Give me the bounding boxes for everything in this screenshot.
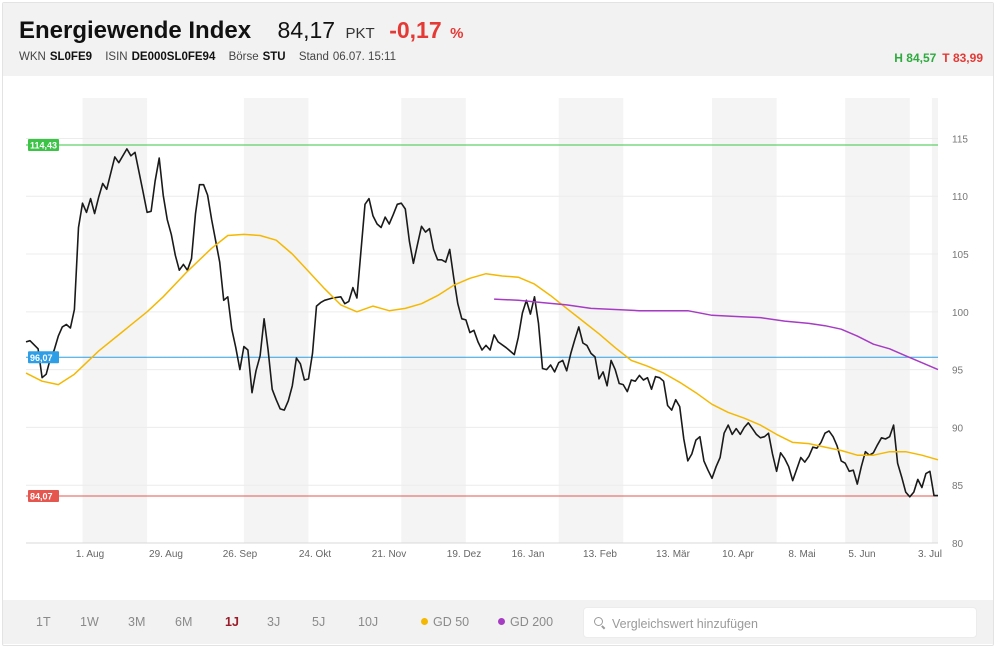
reference-label-box (28, 489, 59, 502)
isin-label: ISIN (105, 51, 128, 63)
range-button-1j[interactable]: 1J (225, 615, 239, 629)
y-axis-ticks: 80 85 90 95 100 105 110 115 (952, 134, 969, 550)
y-tick-label: 115 (952, 134, 968, 145)
reference-label-text: 96,07 (30, 353, 53, 363)
exchange-value: STU (262, 51, 286, 63)
day-high: H 84,57 (894, 51, 937, 65)
series-line-kurs (25, 148, 938, 498)
range-button-3j[interactable]: 3J (267, 615, 281, 629)
x-tick-label: 5. Jun (848, 549, 875, 560)
isin-value: DE000SL0FE94 (131, 51, 216, 63)
y-tick-label: 110 (952, 192, 968, 203)
x-tick-label: 24. Okt (299, 549, 331, 560)
y-tick-label: 80 (952, 539, 964, 550)
day-low: T 83,99 (942, 51, 983, 65)
legend-label: GD 200 (510, 615, 554, 629)
x-tick-label: 13. Mär (656, 549, 691, 560)
grid-lines (26, 137, 938, 544)
wkn-value: SL0FE9 (49, 51, 93, 63)
x-axis-ticks: 1. Aug 29. Aug 26. Sep 24. Okt 21. Nov 19. De… (76, 549, 942, 560)
reference-lines (26, 144, 938, 497)
y-tick-label: 100 (952, 308, 969, 319)
reference-labels: 114,43 96,07 84,07 (28, 139, 59, 502)
reference-label-text: 84,07 (30, 491, 53, 501)
header: Energiewende Index 84,17 PKT -0,17 % WKN… (3, 3, 993, 76)
x-tick-label: 1. Aug (76, 549, 104, 560)
x-tick-label: 13. Feb (583, 549, 617, 560)
reference-label: 96,07 (28, 351, 59, 364)
legend-item-gd-50[interactable]: GD 50 (421, 615, 469, 629)
range-button-5j[interactable]: 5J (312, 615, 326, 629)
x-tick-label: 10. Apr (722, 549, 754, 560)
exchange-label: Börse (228, 51, 259, 63)
reference-label: 84,07 (28, 489, 59, 502)
price-value: 84,17 (277, 17, 336, 43)
compare-search-input[interactable] (610, 608, 974, 639)
search-icon (594, 617, 603, 626)
reference-label-box (28, 351, 59, 364)
price-unit: PKT (345, 25, 375, 42)
legend-dot-icon (498, 618, 505, 625)
x-tick-label: 29. Aug (149, 549, 183, 560)
footer-toolbar: 1T 1W 3M 6M 1J 3J 5J 10J GD 50 GD 200 (3, 600, 993, 644)
month-band (931, 98, 938, 543)
x-tick-label: 19. Dez (447, 549, 481, 560)
reference-label-text: 114,43 (30, 141, 57, 151)
page-title: Energiewende Index (19, 17, 252, 44)
x-tick-label: 26. Sep (223, 549, 258, 560)
x-tick-label: 8. Mai (788, 549, 815, 560)
change-value: -0,17 (389, 17, 442, 43)
y-tick-label: 95 (952, 366, 964, 377)
compare-search[interactable] (583, 607, 977, 639)
y-tick-label: 105 (952, 250, 969, 261)
stand-label: Stand (298, 51, 329, 63)
x-tick-label: 3. Jul (918, 549, 942, 560)
range-button-10j[interactable]: 10J (358, 615, 379, 629)
range-button-1t[interactable]: 1T (36, 615, 51, 629)
x-tick-label: 16. Jan (512, 549, 545, 560)
series-line-gd-50 (25, 233, 939, 461)
month-band (243, 98, 309, 543)
y-tick-label: 85 (952, 481, 964, 492)
stand-value: 06.07. 15:11 (332, 51, 396, 63)
month-band (712, 98, 777, 543)
month-bands (82, 98, 938, 543)
wkn-label: WKN (19, 51, 46, 63)
change-unit: % (450, 25, 464, 42)
series-line-gd-200 (494, 298, 939, 371)
high-low: H 84,57 T 83,99 (894, 51, 983, 65)
range-button-6m[interactable]: 6M (175, 615, 193, 629)
reference-label: 114,43 (28, 139, 59, 152)
title-row: Energiewende Index 84,17 PKT -0,17 % (19, 17, 463, 45)
month-band (558, 98, 624, 543)
chart-area[interactable]: 80 85 90 95 100 105 110 115 1. Aug 29. Aug 26. Se… (3, 76, 993, 600)
range-button-1w[interactable]: 1W (80, 615, 99, 629)
month-band (401, 98, 466, 543)
meta-row: WKN SL0FE9 ISIN DE000SL0FE94 Börse STU Stan… (19, 51, 400, 63)
legend-dot-icon (421, 618, 428, 625)
range-button-3m[interactable]: 3M (128, 615, 146, 629)
reference-label-box (28, 139, 59, 152)
x-tick-label: 21. Nov (372, 549, 406, 560)
price-chart[interactable]: 80 85 90 95 100 105 110 115 1. Aug 29. Aug 26. Se… (3, 76, 993, 600)
series-lines (25, 148, 939, 498)
legend-label: GD 50 (433, 615, 470, 629)
y-tick-label: 90 (952, 423, 964, 434)
legend-item-gd-200[interactable]: GD 200 (498, 615, 553, 629)
